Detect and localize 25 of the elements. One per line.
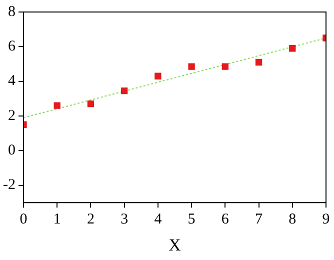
x-axis-title: X — [168, 235, 181, 254]
point — [255, 58, 262, 66]
y-tick-label: 6 — [8, 38, 16, 55]
y-tick-label: 8 — [8, 4, 16, 20]
point — [54, 102, 60, 109]
point — [121, 88, 128, 94]
x-tick-label: 2 — [86, 212, 94, 228]
y-tick-label: 0 — [8, 142, 16, 159]
x-tick-label: 6 — [221, 212, 230, 228]
x-tick-label: 5 — [188, 212, 196, 228]
x-tick-label: 0 — [20, 212, 28, 228]
x-tick-label: 9 — [322, 212, 330, 228]
point — [222, 63, 228, 70]
x-tick-label: 1 — [53, 212, 61, 228]
x-tick-label: 8 — [288, 212, 296, 228]
point — [87, 100, 94, 108]
point — [289, 45, 296, 52]
x-tick-label: 4 — [154, 212, 162, 228]
y-tick-label: 2 — [8, 108, 16, 124]
point — [188, 63, 195, 70]
x-tick-label: 7 — [255, 212, 264, 228]
y-tick-label: 4 — [8, 73, 16, 90]
point — [154, 72, 162, 80]
y-tick-label: -2 — [2, 177, 16, 194]
x-tick-label: 3 — [120, 212, 128, 228]
